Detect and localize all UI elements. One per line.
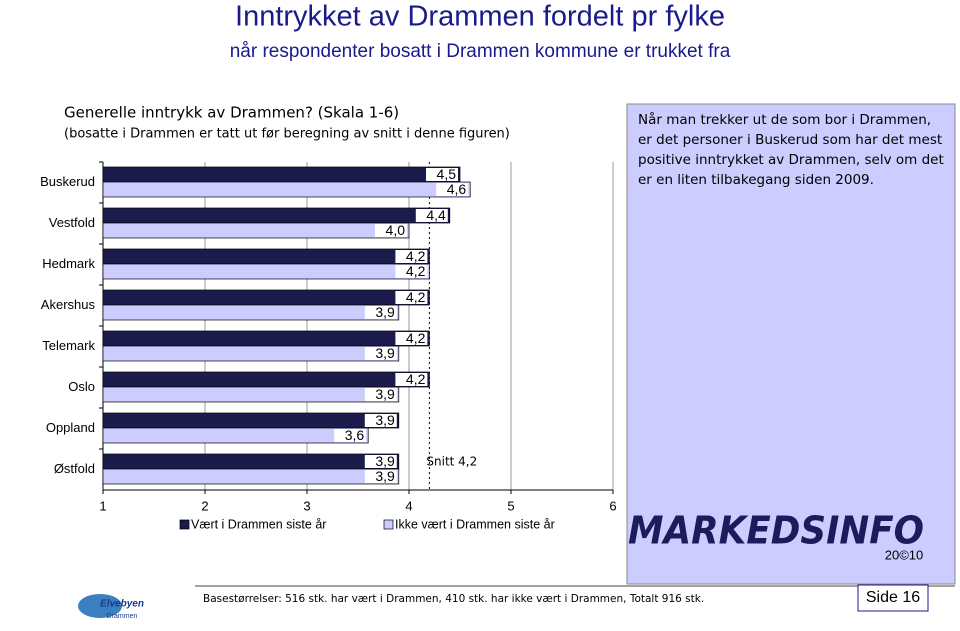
bar	[102, 207, 451, 224]
value-label-bg	[375, 224, 407, 237]
bar	[102, 412, 400, 429]
bar	[102, 468, 400, 485]
value-label: 4,2	[406, 263, 426, 279]
reference-label: Snitt 4,2	[426, 455, 477, 469]
bar	[102, 166, 461, 183]
value-label-bg	[364, 414, 397, 427]
bar	[102, 248, 430, 265]
y-tick-label: Oslo	[68, 379, 95, 394]
slide-title: Inntrykket av Drammen fordelt pr fylke	[235, 1, 725, 33]
base-text: Basestørrelser: 516 stk. har vært i Dram…	[203, 593, 704, 605]
y-tick-label: Oppland	[46, 420, 95, 435]
logo-mark	[78, 594, 122, 618]
chart-title-box	[52, 87, 615, 153]
value-label: 4,2	[406, 248, 426, 264]
y-tick-label: Buskerud	[40, 174, 95, 189]
slide-subtitle: når respondenter bosatt i Drammen kommun…	[230, 41, 731, 62]
value-label: 3,9	[375, 386, 395, 402]
value-label-bg	[395, 250, 428, 263]
value-label-bg	[364, 470, 397, 483]
chart-title: Generelle inntrykk av Drammen? (Skala 1-…	[64, 104, 399, 122]
legend-swatch	[383, 519, 394, 530]
y-tick-label: Vestfold	[49, 215, 95, 230]
sidebar-text: Når man trekker ut de som bor i Drammen,…	[638, 112, 944, 188]
value-label-bg	[334, 429, 367, 442]
value-label: 3,9	[375, 453, 395, 469]
value-label: 4,2	[406, 330, 426, 346]
value-label: 3,6	[345, 427, 365, 443]
sidebar: Når man trekker ut de som bor i Drammen,…	[638, 112, 944, 188]
page-box	[857, 584, 929, 612]
y-tick-label: Hedmark	[42, 256, 95, 271]
value-label: 3,9	[375, 412, 395, 428]
y-tick-label: Telemark	[42, 338, 95, 353]
value-label-bg	[364, 306, 397, 319]
year: 20©10	[885, 547, 924, 562]
value-label: 4,4	[426, 207, 446, 223]
value-label-bg	[436, 183, 469, 196]
value-label: 4,2	[406, 289, 426, 305]
x-tick-label: 1	[99, 498, 106, 513]
bar	[102, 289, 430, 306]
value-label: 4,2	[406, 371, 426, 387]
y-tick-label: Akershus	[41, 297, 96, 312]
bar	[102, 330, 430, 347]
value-label-bg	[426, 168, 458, 181]
x-tick-label: 2	[201, 498, 208, 513]
bar	[102, 371, 430, 388]
x-tick-label: 3	[303, 498, 310, 513]
bar	[102, 427, 369, 444]
page-number: Side 16	[866, 589, 920, 606]
value-label-bg	[395, 265, 428, 278]
legend-label: Ikke vært i Drammen siste år	[395, 517, 555, 531]
value-label: 4,0	[386, 222, 406, 238]
value-label: 3,9	[375, 345, 395, 361]
value-label-bg	[364, 455, 397, 468]
brand-logo: MARKEDSINFO	[628, 509, 924, 553]
chart-subtitle: (bosatte i Drammen er tatt ut før beregn…	[64, 127, 510, 142]
value-label: 3,9	[375, 468, 395, 484]
value-label-bg	[415, 209, 448, 222]
value-label-bg	[395, 332, 428, 345]
x-tick-label: 4	[405, 498, 412, 513]
x-tick-label: 5	[507, 498, 514, 513]
legend-label: Vært i Drammen siste år	[191, 517, 326, 531]
value-label: 4,6	[447, 181, 467, 197]
y-tick-label: Østfold	[54, 461, 95, 476]
bar	[102, 453, 400, 470]
value-label-bg	[364, 388, 397, 401]
sidebar-box	[626, 103, 956, 585]
value-label: 4,5	[437, 166, 457, 182]
bar	[102, 386, 400, 403]
value-label-bg	[395, 291, 428, 304]
bar	[102, 345, 400, 362]
bar	[102, 263, 430, 280]
bar	[102, 304, 400, 321]
logo-subtext: Drammen	[107, 613, 138, 620]
legend-swatch	[179, 519, 190, 530]
value-label-bg	[364, 347, 397, 360]
x-tick-label: 6	[609, 498, 616, 513]
value-label-bg	[395, 373, 428, 386]
logo-text: Elvebyen	[100, 599, 144, 610]
bar	[102, 222, 410, 239]
value-label: 3,9	[375, 304, 395, 320]
bar	[102, 181, 471, 198]
